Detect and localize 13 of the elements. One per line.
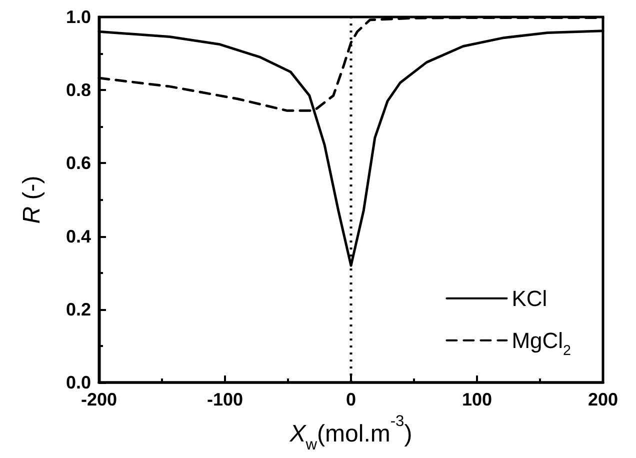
- y-tick-label: 0.2: [66, 299, 91, 320]
- x-tick-label: 100: [462, 390, 492, 410]
- x-tick-label: 200: [588, 390, 618, 410]
- y-tick-label: 0.4: [66, 226, 91, 246]
- x-tick-label: 0: [346, 390, 356, 410]
- y-tick-label: 0.8: [66, 80, 91, 100]
- y-tick-label: 0.6: [66, 153, 91, 174]
- y-tick-label: 1.0: [66, 7, 91, 27]
- y-axis-title: R (-): [18, 176, 46, 224]
- x-tick-label: -200: [80, 390, 118, 410]
- x-tick-label: -100: [206, 390, 244, 410]
- legend-label: KCl: [512, 286, 548, 311]
- y-tick-label: 0.0: [66, 372, 91, 392]
